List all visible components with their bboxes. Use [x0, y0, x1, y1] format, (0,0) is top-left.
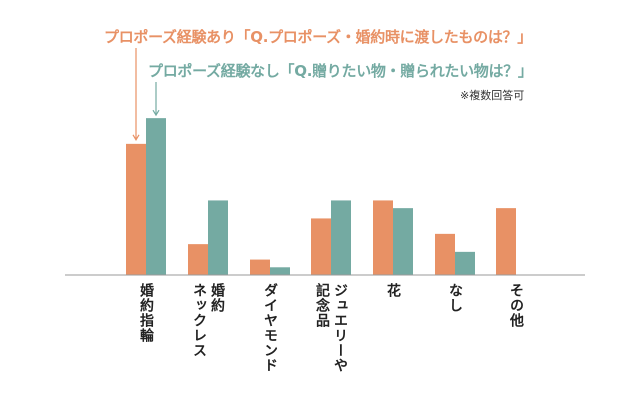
bars-layer	[126, 118, 516, 276]
bar-series-1-1	[126, 143, 146, 275]
category-label-4: ジュエリーや 記念品	[314, 283, 348, 373]
bar-series-1-6	[435, 233, 455, 275]
category-label-6: なし	[447, 283, 463, 313]
category-label-7: その他	[508, 283, 524, 328]
legend-arrow-series-a	[132, 48, 140, 142]
bar-series-2-3	[270, 267, 290, 275]
bar-series-2-5	[393, 208, 413, 275]
bar-series-2-4	[331, 200, 351, 275]
bar-series-1-7	[496, 208, 516, 275]
multiple-answers-note: ※複数回答可	[460, 89, 525, 102]
bar-series-1-2	[188, 244, 208, 275]
legend-series-b: プロポーズ経験なし「Q.贈りたい物・贈られたい物は？」	[148, 62, 533, 80]
bar-series-1-4	[311, 218, 331, 275]
bar-series-1-3	[250, 259, 270, 275]
category-label-3: ダイヤモンド	[262, 283, 278, 373]
category-label-2: 婚約 ネックレス	[191, 283, 225, 358]
bar-series-2-1	[146, 118, 166, 276]
bar-series-2-6	[455, 251, 475, 275]
bar-series-2-2	[208, 200, 228, 275]
category-label-5: 花	[385, 283, 401, 298]
category-label-1: 婚約指輪	[138, 283, 154, 343]
bar-series-1-5	[373, 200, 393, 275]
legend-series-a: プロポーズ経験あり「Q.プロポーズ・婚約時に渡したものは？」	[104, 28, 532, 46]
legend-arrow-series-b	[152, 82, 160, 117]
